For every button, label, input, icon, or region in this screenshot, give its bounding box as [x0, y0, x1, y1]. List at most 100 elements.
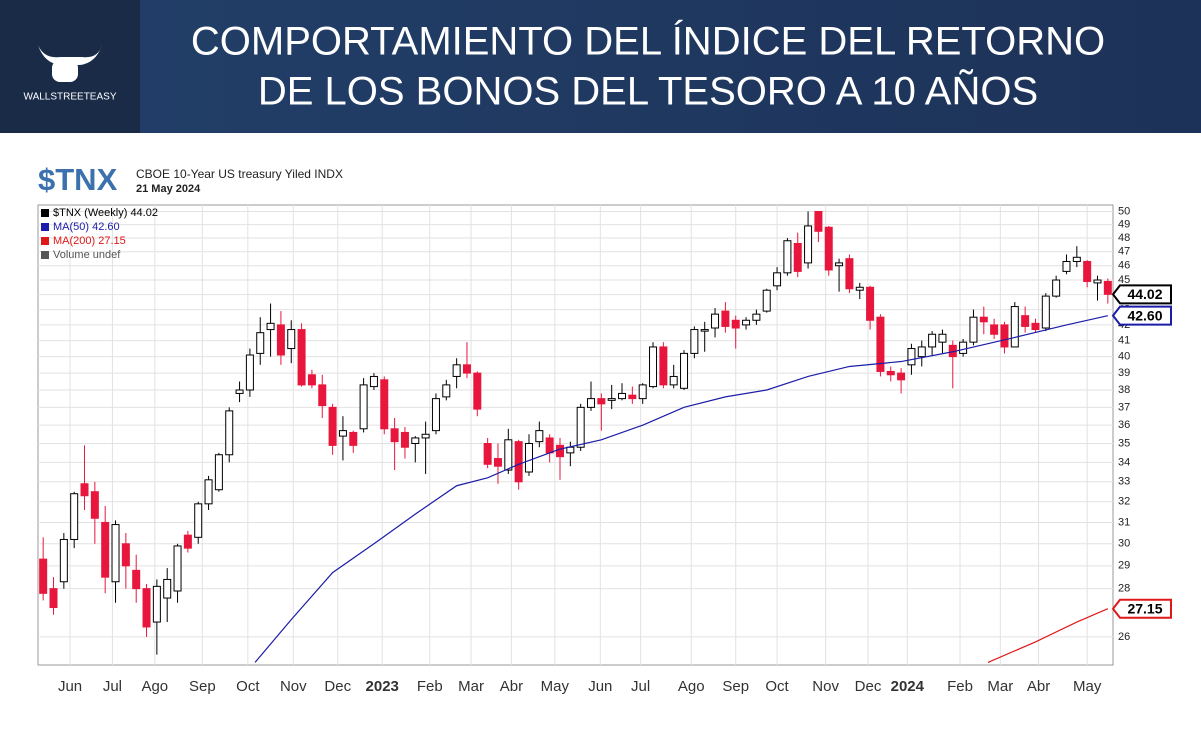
y-tick-label: 45	[1118, 274, 1130, 286]
x-tick-label: Dec	[324, 678, 351, 695]
candle-body	[80, 483, 89, 497]
legend-name: Volume undef	[53, 249, 121, 261]
candle-body	[535, 430, 544, 443]
candle-body	[442, 384, 451, 398]
x-tick-label: Feb	[417, 678, 443, 695]
candle-body	[462, 364, 471, 374]
candle-body	[1000, 324, 1009, 348]
candle-body	[835, 262, 844, 267]
candle-body	[142, 588, 151, 628]
x-tick-label: Abr	[500, 678, 523, 695]
x-tick-label: Abr	[1027, 678, 1050, 695]
y-tick-label: 39	[1118, 367, 1130, 379]
plot-frame	[37, 204, 1114, 666]
candle-body	[1062, 260, 1071, 272]
candle-body	[504, 439, 513, 471]
y-tick-label: 36	[1118, 419, 1130, 431]
candle-body	[173, 545, 182, 592]
x-tick-label: Nov	[280, 678, 307, 695]
candle-body	[587, 398, 596, 408]
end-label-box	[1111, 284, 1172, 305]
candle-body	[690, 329, 699, 354]
candle-body	[1072, 256, 1081, 262]
x-tick-label: May	[1073, 678, 1102, 695]
x-tick-label: Mar	[987, 678, 1013, 695]
candle-body	[628, 394, 637, 400]
candle-body	[307, 374, 316, 386]
x-tick-label: Sep	[722, 678, 749, 695]
legend-value: 44.02	[130, 207, 158, 219]
candle-body	[545, 437, 554, 454]
candle-body	[493, 458, 502, 467]
y-tick-label: 31	[1118, 516, 1130, 528]
y-tick-label: 40	[1118, 351, 1130, 363]
x-tick-label: Feb	[947, 678, 973, 695]
candle-body	[297, 329, 306, 386]
x-tick-label: Oct	[765, 678, 789, 695]
x-tick-label: Nov	[812, 678, 839, 695]
end-label-box	[1111, 598, 1172, 619]
legend-swatch	[41, 251, 49, 259]
x-tick-label: Jul	[103, 678, 122, 695]
subtitle: CBOE 10-Year US treasury Yiled INDX	[136, 167, 343, 181]
y-tick-label: 26	[1118, 631, 1130, 643]
y-tick-label: 29	[1118, 560, 1130, 572]
candle-body	[721, 310, 730, 327]
candle-body	[824, 226, 833, 271]
candle-body	[359, 384, 368, 430]
candle-body	[928, 333, 937, 348]
legend-swatch	[41, 237, 49, 245]
candle-body	[566, 446, 575, 454]
candle-body	[276, 324, 285, 356]
y-tick-label: 37	[1118, 401, 1130, 413]
candle-body	[897, 372, 906, 381]
legend-name: MA(50)	[53, 221, 89, 233]
candle-body	[876, 316, 885, 372]
title-line: DE LOS BONOS DEL TESORO A 10 AÑOS	[258, 69, 1038, 114]
candle-body	[1031, 322, 1040, 331]
candle-body	[194, 503, 203, 538]
y-tick-label: 34	[1118, 456, 1130, 468]
candle-body	[680, 352, 689, 389]
candle-body	[618, 392, 627, 400]
candle-body	[752, 313, 761, 321]
x-tick-label: Dec	[855, 678, 882, 695]
candle-body	[39, 558, 48, 594]
candle-body	[711, 313, 720, 329]
legend-swatch	[41, 209, 49, 217]
candle-body	[338, 430, 347, 437]
candle-body	[742, 319, 751, 326]
date: 21 May 2024	[136, 183, 201, 195]
ma-line	[987, 608, 1109, 663]
candle-body	[1052, 279, 1061, 297]
candle-body	[1083, 260, 1092, 282]
y-tick-label: 32	[1118, 496, 1130, 508]
candle-body	[245, 354, 254, 391]
candle-body	[183, 534, 192, 549]
candle-body	[576, 406, 585, 448]
candle-body	[793, 242, 802, 272]
candle-body	[783, 240, 792, 274]
candle-body	[1021, 315, 1030, 327]
candle-body	[349, 431, 358, 446]
x-tick-label: May	[541, 678, 570, 695]
candle-body	[101, 521, 110, 578]
candle-body	[163, 578, 172, 599]
x-tick-label: 2023	[366, 678, 399, 695]
candle-body	[638, 384, 647, 400]
legend-value: 27.15	[98, 235, 126, 247]
y-tick-label: 35	[1118, 437, 1130, 449]
candle-body	[1093, 279, 1102, 284]
candle-body	[421, 433, 430, 439]
x-tick-label: Ago	[141, 678, 168, 695]
candle-body	[597, 398, 606, 405]
candle-body	[380, 379, 389, 430]
candle-body	[866, 286, 875, 321]
x-tick-label: Jun	[58, 678, 82, 695]
y-tick-label: 28	[1118, 583, 1130, 595]
y-tick-label: 46	[1118, 260, 1130, 272]
candle-body	[804, 225, 813, 264]
candle-body	[762, 289, 771, 312]
candle-body	[607, 398, 616, 401]
candle-body	[235, 389, 244, 394]
